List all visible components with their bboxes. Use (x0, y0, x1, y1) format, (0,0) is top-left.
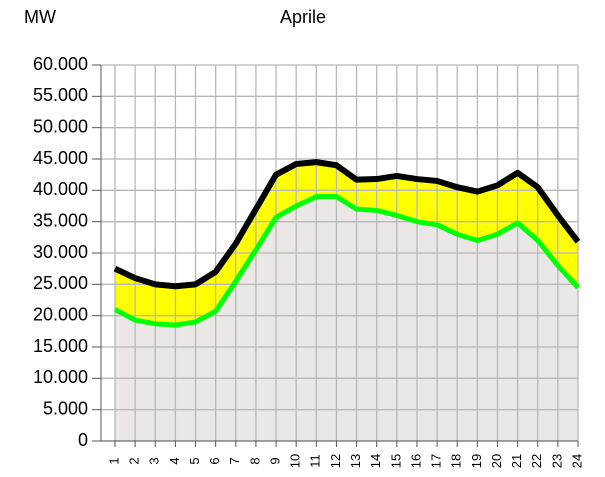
x-tick-label: 7 (227, 457, 242, 464)
y-tick-label: 10.000 (33, 367, 88, 387)
x-tick-label: 24 (569, 454, 584, 468)
x-tick-label: 14 (368, 454, 383, 468)
y-tick-label: 35.000 (33, 210, 88, 230)
x-tick-label: 2 (127, 457, 142, 464)
series-line (113, 159, 581, 290)
x-tick-label: 23 (549, 454, 564, 468)
y-tick-label: 20.000 (33, 304, 88, 324)
y-tick-label: 40.000 (33, 179, 88, 199)
x-tick-label: 13 (348, 454, 363, 468)
x-tick-label: 3 (147, 457, 162, 464)
x-tick-label: 22 (529, 454, 544, 468)
y-tick-label: 0 (78, 430, 88, 450)
chart-title: Aprile (280, 7, 326, 27)
x-tick-label: 20 (489, 454, 504, 468)
y-tick-label: 60.000 (33, 54, 88, 74)
x-tick-label: 1 (106, 457, 121, 464)
x-tick-label: 12 (328, 454, 343, 468)
y-tick-label: 15.000 (33, 336, 88, 356)
series-line (113, 194, 580, 328)
y-tick-label: 25.000 (33, 273, 88, 293)
y-tick-label: 5.000 (43, 398, 88, 418)
x-tick-label: 9 (267, 457, 282, 464)
x-tick-label: 6 (207, 457, 222, 464)
x-tick-label: 11 (308, 454, 323, 468)
base-area (115, 196, 578, 441)
x-tick-label: 19 (469, 454, 484, 468)
x-tick-label: 5 (187, 457, 202, 464)
y-tick-label: 30.000 (33, 242, 88, 262)
x-tick-label: 8 (247, 457, 262, 464)
x-tick-label: 18 (449, 454, 464, 468)
x-tick-label: 10 (288, 454, 303, 468)
x-tick-label: 21 (509, 454, 524, 468)
x-tick-label: 17 (429, 454, 444, 468)
y-tick-label: 50.000 (33, 116, 88, 136)
y-tick-label: 45.000 (33, 148, 88, 168)
y-axis-label: MW (24, 7, 56, 27)
x-tick-label: 4 (167, 457, 182, 464)
x-tick-label: 16 (408, 454, 423, 468)
y-tick-label: 55.000 (33, 85, 88, 105)
x-tick-label: 15 (388, 454, 403, 468)
